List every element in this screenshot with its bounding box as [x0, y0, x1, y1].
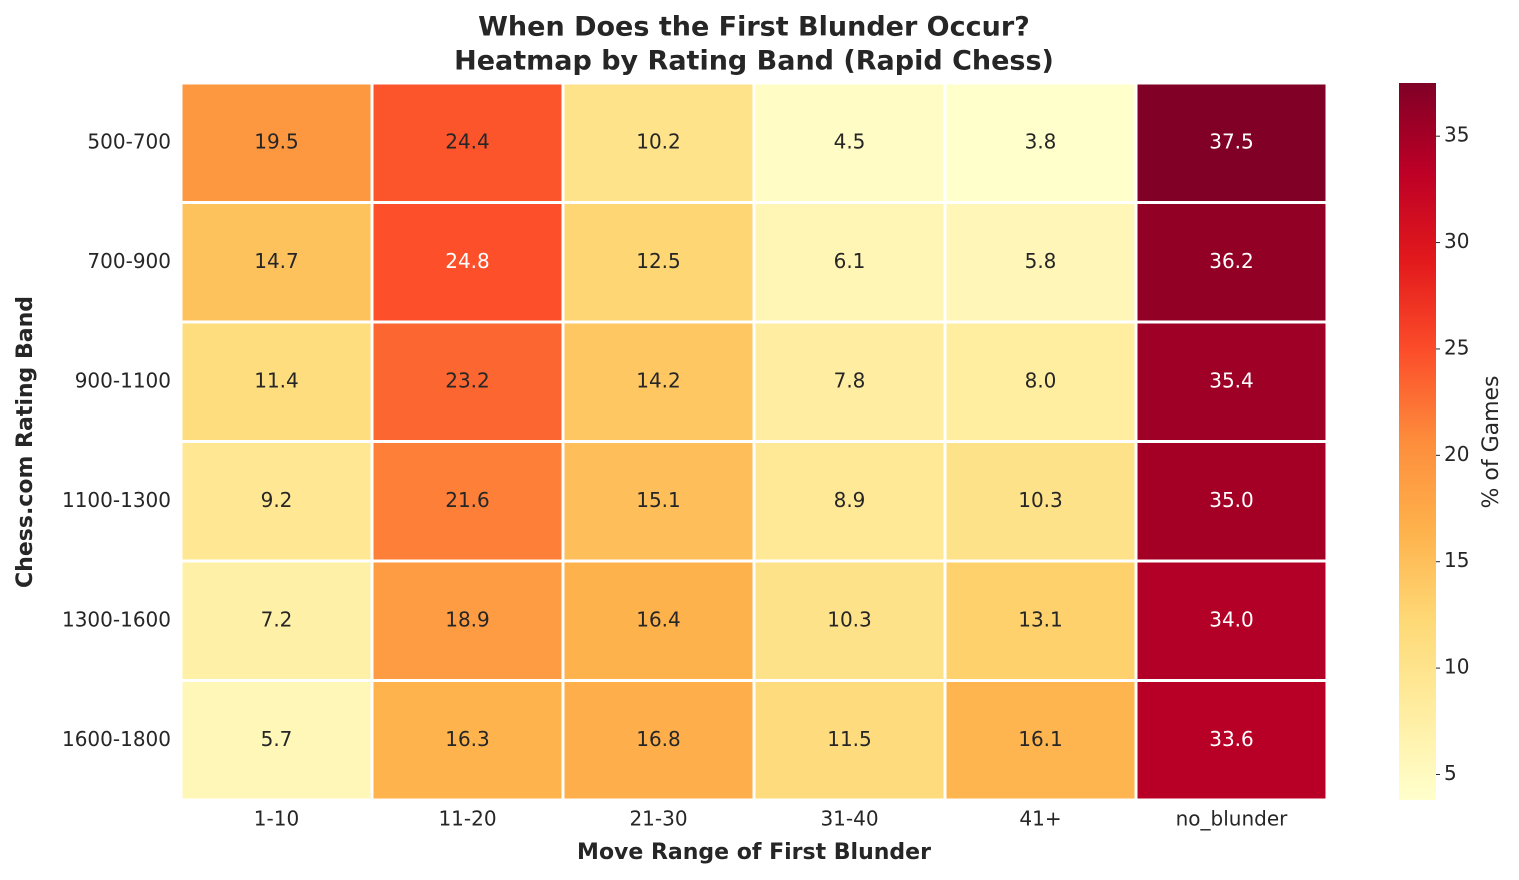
heatmap-cell: [370, 81, 565, 204]
y-axis-label: Chess.com Rating Band: [13, 296, 38, 588]
heatmap-cell: [1134, 201, 1329, 324]
y-tick-label: 700-900: [87, 249, 171, 273]
cell-label: 33.6: [1209, 727, 1254, 751]
cell-label: 19.5: [254, 129, 299, 153]
heatmap-cell: [943, 559, 1138, 682]
colorbar-tick-label: 35: [1444, 123, 1469, 147]
cell-label: 14.2: [636, 368, 681, 392]
cell-label: 23.2: [445, 368, 490, 392]
colorbar-tick-label: 5: [1444, 761, 1457, 785]
colorbar-tick-label: 20: [1444, 442, 1469, 466]
cell-label: 16.8: [636, 727, 681, 751]
heatmap-cell: [752, 559, 947, 682]
cell-label: 24.4: [445, 129, 490, 153]
heatmap-cell: [752, 320, 947, 443]
cell-label: 5.8: [1025, 249, 1057, 273]
cell-label: 8.9: [834, 488, 866, 512]
heatmap-cell: [1134, 679, 1329, 802]
heatmap-cell: [370, 320, 565, 443]
colorbar-tick-label: 10: [1444, 655, 1469, 679]
cell-label: 18.9: [445, 607, 490, 631]
cell-label: 15.1: [636, 488, 681, 512]
cell-label: 12.5: [636, 249, 681, 273]
cell-label: 34.0: [1209, 607, 1254, 631]
x-tick-label: 1-10: [254, 807, 299, 831]
y-tick-label: 1600-1800: [62, 727, 171, 751]
heatmap-cell: [370, 440, 565, 563]
y-tick-label: 1100-1300: [62, 488, 171, 512]
chart-title: When Does the First Blunder Occur?: [478, 12, 1030, 43]
heatmap-cell: [943, 679, 1138, 802]
cell-label: 24.8: [445, 249, 490, 273]
x-tick-label: 31-40: [820, 807, 878, 831]
heatmap-cell: [943, 320, 1138, 443]
heatmap-cell: [752, 679, 947, 802]
colorbar-tick-label: 15: [1444, 548, 1469, 572]
cell-label: 8.0: [1025, 368, 1057, 392]
cell-label: 11.4: [254, 368, 299, 392]
x-tick-label: 21-30: [629, 807, 687, 831]
cell-label: 37.5: [1209, 129, 1254, 153]
heatmap-cell: [179, 81, 374, 204]
x-tick-label: 41+: [1019, 807, 1061, 831]
heatmap-cell: [752, 201, 947, 324]
y-tick-label: 500-700: [87, 129, 171, 153]
colorbar-tick-label: 30: [1444, 229, 1469, 253]
heatmap-cell: [179, 440, 374, 563]
cell-label: 10.3: [827, 607, 872, 631]
cell-label: 6.1: [834, 249, 866, 273]
cell-label: 10.2: [636, 129, 681, 153]
y-tick-label: 900-1100: [75, 368, 171, 392]
cell-label: 35.4: [1209, 368, 1254, 392]
cell-label: 7.8: [834, 368, 866, 392]
x-tick-label: no_blunder: [1176, 807, 1289, 831]
cell-label: 7.2: [261, 607, 293, 631]
cell-label: 14.7: [254, 249, 299, 273]
cell-label: 4.5: [834, 129, 866, 153]
cell-label: 10.3: [1018, 488, 1063, 512]
heatmap-cell: [561, 81, 756, 204]
x-tick-label: 11-20: [438, 807, 496, 831]
cell-label: 16.1: [1018, 727, 1063, 751]
colorbar: [1399, 83, 1436, 800]
colorbar-label: % of Games: [1479, 375, 1504, 508]
cell-label: 3.8: [1025, 129, 1057, 153]
cell-label: 35.0: [1209, 488, 1254, 512]
cell-label: 5.7: [261, 727, 293, 751]
cell-label: 36.2: [1209, 249, 1254, 273]
cell-label: 21.6: [445, 488, 490, 512]
heatmap-cell: [943, 440, 1138, 563]
heatmap-cell: [1134, 440, 1329, 563]
y-tick-label: 1300-1600: [62, 607, 171, 631]
cell-label: 16.4: [636, 607, 681, 631]
heatmap-cell: [370, 201, 565, 324]
heatmap-cell: [1134, 559, 1329, 682]
heatmap-cell: [179, 679, 374, 802]
heatmap-cell: [1134, 81, 1329, 204]
heatmap-cell: [561, 440, 756, 563]
heatmap-cell: [752, 440, 947, 563]
cell-label: 11.5: [827, 727, 872, 751]
colorbar-tick-label: 25: [1444, 335, 1469, 359]
chart-subtitle: Heatmap by Rating Band (Rapid Chess): [454, 46, 1054, 77]
x-axis-label: Move Range of First Blunder: [577, 840, 931, 865]
cell-label: 16.3: [445, 727, 490, 751]
cell-label: 9.2: [261, 488, 293, 512]
cell-label: 13.1: [1018, 607, 1063, 631]
heatmap-cell: [1134, 320, 1329, 443]
heatmap-cell: [561, 559, 756, 682]
